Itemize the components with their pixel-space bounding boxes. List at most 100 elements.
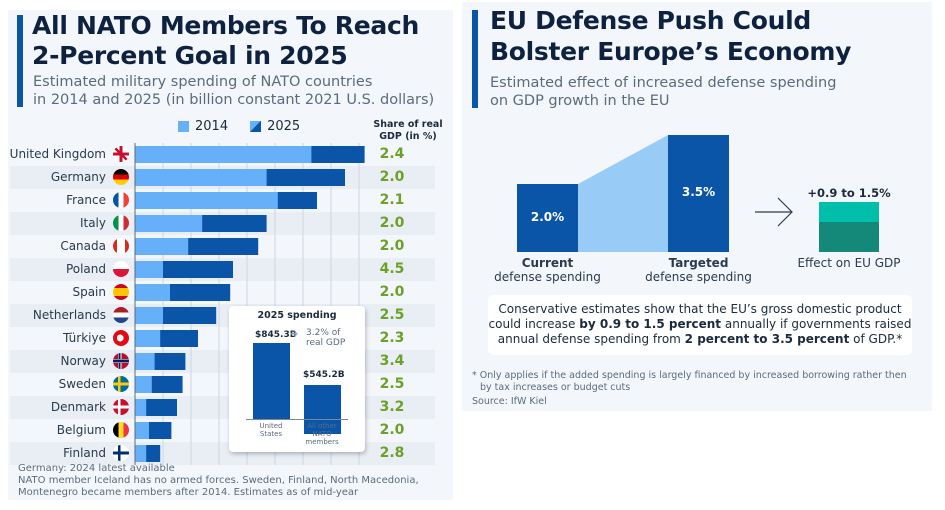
targeted-value: 3.5%	[681, 185, 716, 199]
bar-chart-svg	[134, 143, 365, 465]
flag-tr-icon	[113, 330, 129, 346]
right-title-accent-bar	[472, 10, 478, 108]
bar-2014	[135, 238, 189, 255]
targeted-label-text: defense spending	[645, 270, 752, 284]
flag-ca-icon	[113, 238, 129, 254]
callout-text-2: annually if governments raised annual de…	[497, 317, 912, 346]
country-label: Norway	[60, 354, 106, 368]
flag-no-icon	[113, 353, 129, 369]
arrow-right-icon: ➔	[290, 329, 299, 340]
flag-be-icon	[113, 422, 129, 438]
share-of-gdp-value: 2.0	[379, 422, 405, 438]
bar-2014	[135, 192, 278, 209]
inset-bar-us	[253, 343, 290, 419]
country-label: Denmark	[50, 400, 106, 414]
inset-label-others-line2: NATO	[312, 430, 332, 438]
bar-2014	[135, 399, 147, 416]
bar-2014	[135, 445, 147, 462]
inset-label-others: All other NATO members	[298, 422, 346, 446]
right-footnote-line1: * Only applies if the added spending is …	[472, 370, 907, 381]
share-header-line2: GDP (in %)	[379, 131, 437, 142]
share-of-gdp-value: 3.2	[379, 399, 405, 415]
current-label-bold: Current	[521, 256, 574, 270]
callout-text-3: of GDP.*	[849, 332, 903, 346]
title-accent-bar	[17, 15, 23, 107]
right-title-line1: EU Defense Push Could	[490, 6, 811, 35]
effect-value: +0.9 to 1.5%	[807, 186, 891, 200]
left-title-line2: 2-Percent Goal in 2025	[32, 41, 348, 70]
bar-2014	[135, 261, 163, 278]
bar-2014	[135, 146, 312, 163]
country-label: Germany	[50, 170, 106, 184]
country-label: United Kingdom	[9, 147, 106, 161]
left-subtitle-line2: in 2014 and 2025 (in billion constant 20…	[33, 92, 435, 108]
left-footnote-line3: Montenegro became members after 2014. Es…	[18, 487, 359, 498]
flag-nl-icon	[113, 307, 129, 323]
targeted-bar	[668, 135, 729, 252]
legend-label-2025: 2025	[267, 119, 301, 134]
current-value: 2.0%	[530, 210, 565, 224]
bar-2014	[135, 307, 163, 324]
share-of-gdp-value: 2.3	[379, 330, 405, 346]
inset-label-us-line1: United	[259, 422, 283, 430]
country-label: Poland	[65, 262, 106, 276]
connector-shape	[578, 135, 668, 252]
left-footnote-line1: Germany: 2024 latest available	[18, 463, 175, 474]
callout-text-1: Conservative estimates show that the EU’…	[488, 302, 902, 331]
callout-box: Conservative estimates show that the EU’…	[488, 295, 912, 355]
flag-fr-icon	[113, 192, 129, 208]
bar-2014	[135, 215, 203, 232]
share-of-gdp-value: 2.5	[379, 376, 405, 392]
targeted-label: Targeted defense spending	[641, 256, 756, 284]
flag-fi-icon	[113, 445, 129, 461]
inset-us-note-line2: real GDP	[306, 338, 346, 348]
share-of-gdp-value: 2.5	[379, 307, 405, 323]
inset-label-others-line3: members	[305, 438, 339, 446]
eu-diagram	[517, 135, 879, 252]
bar-2014	[135, 169, 267, 186]
share-header-line1: Share of real	[373, 119, 443, 130]
share-of-gdp-value: 4.5	[379, 261, 405, 277]
right-source: Source: IfW Kiel	[472, 396, 547, 407]
share-of-gdp-value: 2.8	[379, 445, 405, 461]
callout-bold-2: 2 percent to 3.5 percent	[684, 332, 850, 346]
right-subtitle-line1: Estimated effect of increased defense sp…	[490, 75, 837, 91]
share-header: Share of real GDP (in %)	[370, 119, 446, 143]
bar-2014	[135, 284, 170, 301]
callout-bold-1: by 0.9 to 1.5 percent	[579, 317, 722, 331]
inset-us-note: 3.2% of real GDP	[306, 328, 345, 348]
inset-us-value: $845.3B	[255, 330, 297, 340]
inset-others-value: $545.2B	[303, 370, 345, 380]
flag-gb-icon	[113, 146, 129, 162]
flag-it-icon	[113, 215, 129, 231]
effect-bar-lower	[819, 222, 879, 252]
share-of-gdp-value: 2.0	[379, 169, 405, 185]
country-label: Italy	[79, 216, 106, 230]
inset-label-others-line1: All other	[307, 422, 337, 430]
country-label: Finland	[63, 446, 106, 460]
current-bar	[517, 184, 578, 252]
flag-es-icon	[113, 284, 129, 300]
inset-label-us-line2: States	[259, 430, 283, 438]
inset-us-note-line1: 3.2% of	[306, 328, 341, 338]
current-label-text: defense spending	[494, 270, 601, 284]
country-label: Belgium	[56, 423, 106, 437]
share-of-gdp-value: 2.0	[379, 284, 405, 300]
right-footnote-line2: by tax increases or budget cuts	[480, 382, 631, 393]
country-label: Netherlands	[32, 308, 106, 322]
flag-dk-icon	[113, 399, 129, 415]
inset-axis	[246, 419, 348, 420]
legend-label-2014: 2014	[195, 119, 229, 134]
right-subtitle-line2: on GDP growth in the EU	[490, 93, 670, 109]
share-of-gdp-value: 3.4	[379, 353, 405, 369]
country-label: Spain	[72, 285, 106, 299]
effect-bar-upper	[819, 202, 879, 222]
left-subtitle-line1: Estimated military spending of NATO coun…	[33, 74, 373, 90]
legend-swatch-2025	[250, 121, 262, 132]
right-title-line2: Bolster Europe’s Economy	[490, 37, 852, 66]
inset-label-us: United States	[247, 422, 295, 438]
bar-2014	[135, 330, 161, 347]
country-label: Türkiye	[63, 331, 106, 345]
country-label: France	[66, 193, 106, 207]
legend-swatch-2014	[178, 121, 189, 132]
